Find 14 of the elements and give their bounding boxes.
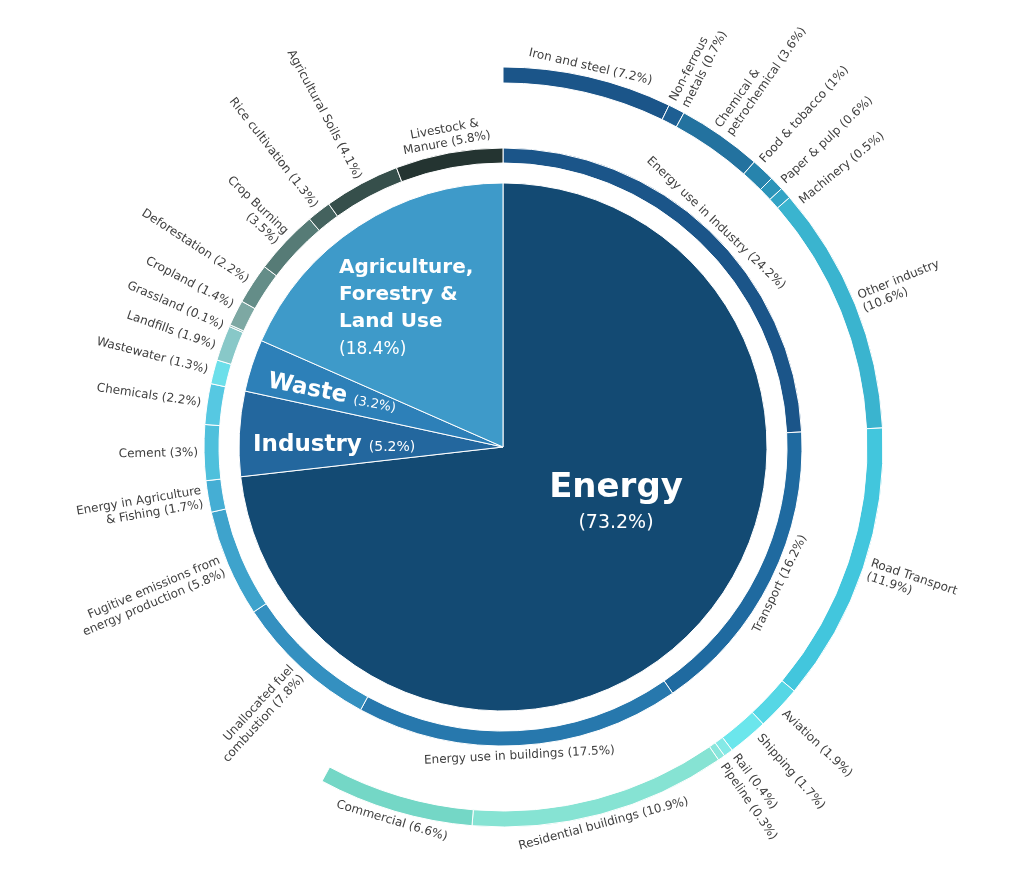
slice-label: Livestock & Manure (5.8%)	[402, 115, 492, 158]
slice-label: Energy use in buildings (17.5%)	[423, 742, 616, 767]
slice-label: Industry	[253, 430, 362, 456]
slice-label: Agriculture, Forestry & Land Use	[339, 254, 474, 332]
slice-label: Iron and steel (7.2%)	[527, 45, 654, 88]
slice-label: Energy	[549, 465, 683, 505]
slice-label: Energy in Agriculture & Fishing (1.7%)	[75, 482, 205, 527]
slice-label: Chemicals (2.2%)	[95, 380, 203, 410]
data-label: (18.4%)	[339, 338, 407, 358]
slice-label: Cement (3%)	[118, 444, 199, 461]
data-label: (5.2%)	[368, 438, 416, 454]
data-label: (73.2%)	[578, 510, 654, 532]
data-label: (3.2%)	[352, 391, 398, 415]
slice-label: Waste	[266, 366, 350, 408]
